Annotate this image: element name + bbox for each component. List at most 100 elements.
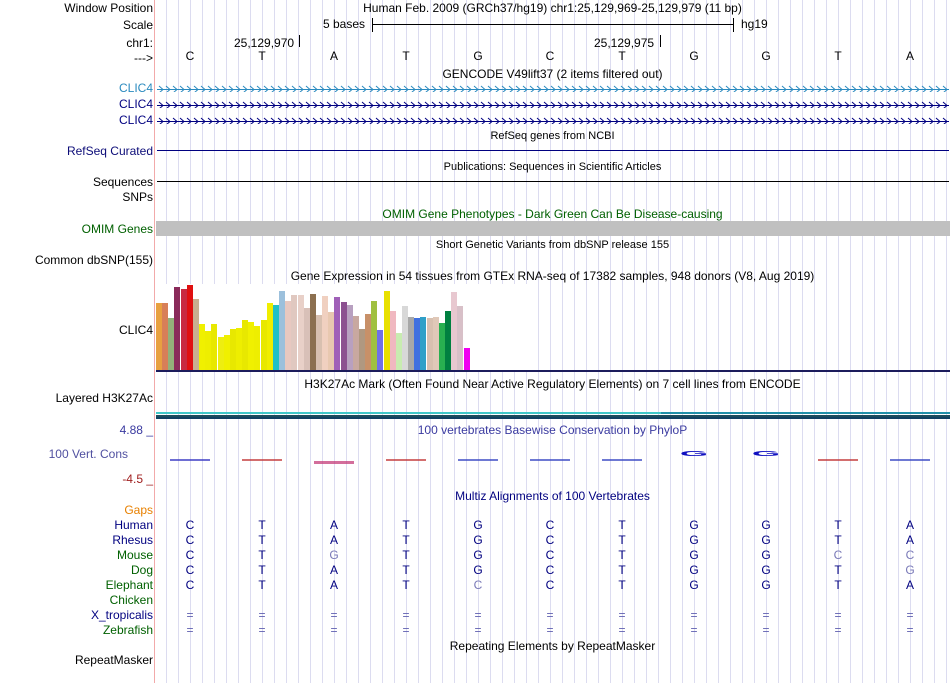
multiz-species-label[interactable]: Zebrafish xyxy=(102,623,153,637)
dbsnp-track-title[interactable]: Short Genetic Variants from dbSNP releas… xyxy=(435,239,670,251)
refseq-curated-label[interactable]: RefSeq Curated xyxy=(66,144,153,158)
gtex-tissue-bar[interactable] xyxy=(457,306,464,370)
gencode-gene-label-2[interactable]: CLIC4 xyxy=(118,97,153,111)
gtex-gene-label[interactable]: CLIC4 xyxy=(118,323,153,337)
gtex-tissue-bar[interactable] xyxy=(211,324,218,370)
refseq-feature-line[interactable] xyxy=(157,150,949,151)
gtex-tissue-bar[interactable] xyxy=(223,335,230,370)
gtex-tissue-bar[interactable] xyxy=(303,308,310,370)
multiz-species-label[interactable]: Rhesus xyxy=(112,533,153,547)
gtex-tissue-bar[interactable] xyxy=(389,311,396,370)
repeatmasker-track-title[interactable]: Repeating Elements by RepeatMasker xyxy=(449,639,656,653)
gtex-track-title[interactable]: Gene Expression in 54 tissues from GTEx … xyxy=(290,269,815,283)
strand-chevron xyxy=(550,117,556,124)
gtex-tissue-bar[interactable] xyxy=(432,317,439,370)
omim-feature-bar[interactable] xyxy=(156,221,950,236)
gtex-tissue-bar[interactable] xyxy=(408,317,415,370)
gtex-tissue-bar[interactable] xyxy=(377,330,384,370)
gencode-gene-feature-1[interactable] xyxy=(157,83,949,92)
gencode-track-title[interactable]: GENCODE V49lift37 (2 items filtered out) xyxy=(442,67,663,81)
h3k27ac-track-title[interactable]: H3K27Ac Mark (Often Found Near Active Re… xyxy=(304,377,801,391)
multiz-species-label[interactable]: Human xyxy=(114,518,153,532)
multiz-species-label[interactable]: Dog xyxy=(130,563,153,577)
gencode-gene-feature-3[interactable] xyxy=(157,115,949,124)
publications-feature-line[interactable] xyxy=(157,181,949,182)
phylop-track-title[interactable]: 100 vertebrates Basewise Conservation by… xyxy=(417,423,688,437)
gtex-tissue-bar[interactable] xyxy=(340,302,347,370)
h3k27ac-signal-band-1[interactable] xyxy=(156,412,661,414)
gtex-tissue-bar[interactable] xyxy=(334,297,341,370)
gtex-tissue-bar[interactable] xyxy=(414,318,421,370)
gtex-tissue-bar[interactable] xyxy=(205,331,212,370)
strand-chevron xyxy=(732,101,738,108)
snps-label[interactable]: SNPs xyxy=(122,190,153,204)
gtex-tissue-bar[interactable] xyxy=(162,303,169,370)
h3k27ac-label[interactable]: Layered H3K27Ac xyxy=(55,391,153,405)
multiz-species-label[interactable]: Mouse xyxy=(116,548,153,562)
gtex-tissue-bar[interactable] xyxy=(438,323,445,370)
gtex-tissue-bar[interactable] xyxy=(420,317,427,370)
gtex-tissue-bar[interactable] xyxy=(371,301,378,370)
multiz-species-label[interactable]: X_tropicalis xyxy=(90,608,153,622)
multiz-species-label[interactable]: Elephant xyxy=(105,578,153,592)
gtex-tissue-bar[interactable] xyxy=(328,312,335,370)
repeatmasker-label[interactable]: RepeatMasker xyxy=(74,653,153,667)
gtex-tissue-bar[interactable] xyxy=(192,299,199,370)
gtex-tissue-bar[interactable] xyxy=(315,315,322,370)
strand-chevron xyxy=(158,101,164,108)
gtex-tissue-bar[interactable] xyxy=(266,303,273,370)
gtex-tissue-bar[interactable] xyxy=(235,328,242,370)
gtex-tissue-bar[interactable] xyxy=(352,316,359,370)
gtex-tissue-bar[interactable] xyxy=(199,324,206,370)
publications-track-title[interactable]: Publications: Sequences in Scientific Ar… xyxy=(443,161,662,173)
multiz-species-label[interactable]: Chicken xyxy=(109,593,153,607)
gencode-gene-label-3[interactable]: CLIC4 xyxy=(118,113,153,127)
gtex-tissue-bar[interactable] xyxy=(297,295,304,370)
gtex-tissue-bar[interactable] xyxy=(156,303,162,370)
gtex-tissue-bar[interactable] xyxy=(217,337,224,370)
h3k27ac-signal-band-2[interactable] xyxy=(661,412,950,414)
gtex-tissue-bar[interactable] xyxy=(463,348,470,370)
gtex-tissue-bar[interactable] xyxy=(248,322,255,370)
gtex-tissue-bar[interactable] xyxy=(346,305,353,370)
gtex-tissue-bar[interactable] xyxy=(272,305,279,370)
phylop-cons-label[interactable]: 100 Vert. Cons xyxy=(48,447,128,461)
gtex-tissue-bar[interactable] xyxy=(254,326,261,370)
publications-label[interactable]: Sequences xyxy=(92,175,153,189)
gtex-tissue-bar[interactable] xyxy=(174,287,181,370)
gtex-tissue-bar[interactable] xyxy=(322,296,329,370)
multiz-track-title[interactable]: Multiz Alignments of 100 Vertebrates xyxy=(455,489,650,503)
refseq-track-title[interactable]: RefSeq genes from NCBI xyxy=(490,130,615,142)
strand-chevron xyxy=(851,101,857,108)
gencode-gene-feature-2[interactable] xyxy=(157,99,949,108)
gtex-tissue-bar[interactable] xyxy=(229,329,236,370)
window-position-value[interactable]: Human Feb. 2009 (GRCh37/hg19) chr1:25,12… xyxy=(363,1,742,15)
common-dbsnp-label[interactable]: Common dbSNP(155) xyxy=(34,253,153,267)
omim-track-title[interactable]: OMIM Gene Phenotypes - Dark Green Can Be… xyxy=(382,207,723,221)
gtex-tissue-bar[interactable] xyxy=(365,314,372,370)
gtex-tissue-bar[interactable] xyxy=(359,329,365,370)
gtex-tissue-bar[interactable] xyxy=(186,285,193,370)
strand-chevron xyxy=(305,117,311,124)
gtex-tissue-bar[interactable] xyxy=(168,318,175,370)
gtex-tissue-bar[interactable] xyxy=(291,295,298,370)
gtex-tissue-bar[interactable] xyxy=(260,320,267,370)
gaps-label[interactable]: Gaps xyxy=(124,503,153,517)
gtex-tissue-bar[interactable] xyxy=(279,291,285,370)
gtex-tissue-bar[interactable] xyxy=(285,301,292,370)
phylop-score-mark xyxy=(314,461,354,464)
multiz-aligned-base: = xyxy=(834,608,842,622)
gtex-tissue-bar[interactable] xyxy=(309,294,316,370)
gtex-tissue-bar[interactable] xyxy=(180,289,187,370)
gtex-tissue-bar[interactable] xyxy=(383,291,390,370)
strand-chevron xyxy=(263,101,269,108)
gtex-tissue-bar[interactable] xyxy=(445,311,452,370)
gtex-tissue-bar[interactable] xyxy=(402,306,408,370)
gtex-tissue-bar[interactable] xyxy=(426,318,433,370)
gencode-gene-label-1[interactable]: CLIC4 xyxy=(118,81,153,95)
gtex-tissue-bar[interactable] xyxy=(242,320,249,370)
gtex-tissue-bar[interactable] xyxy=(451,292,458,370)
gtex-tissue-bar[interactable] xyxy=(395,333,402,370)
omim-genes-label[interactable]: OMIM Genes xyxy=(81,222,153,236)
